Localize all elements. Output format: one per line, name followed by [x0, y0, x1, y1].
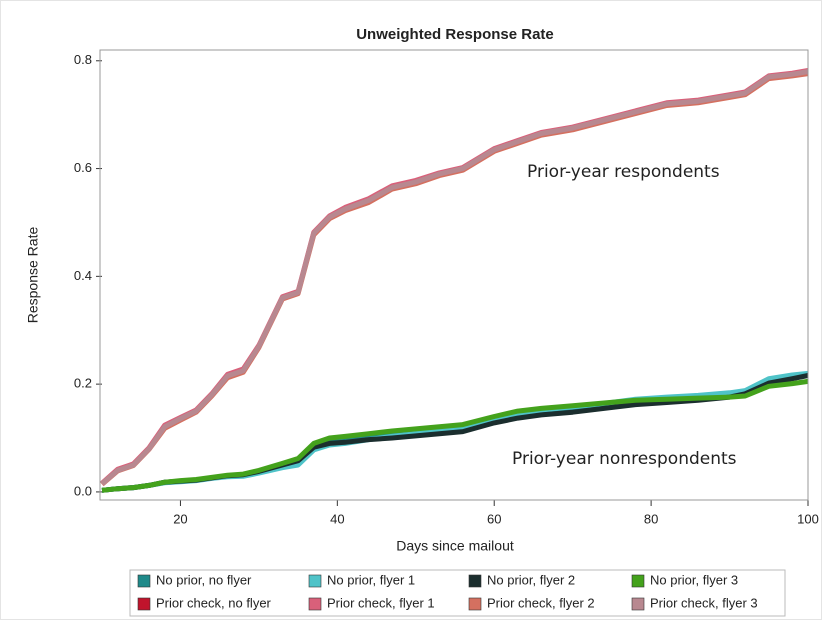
x-tick-label: 20: [173, 511, 187, 526]
series-line: [101, 378, 809, 493]
legend-swatch: [137, 597, 151, 611]
legend-label: Prior check, flyer 3: [650, 595, 758, 610]
x-tick-label: 60: [487, 511, 501, 526]
y-tick-label: 0.2: [74, 376, 92, 391]
x-tick-label: 100: [797, 511, 819, 526]
legend-swatch: [137, 574, 151, 588]
y-tick-label: 0.8: [74, 52, 92, 67]
legend-label: Prior check, flyer 2: [487, 595, 595, 610]
legend-swatch: [631, 597, 645, 611]
plot-frame: [99, 49, 809, 501]
y-tick-label: 0.4: [74, 268, 92, 283]
legend-label: Prior check, no flyer: [156, 595, 272, 610]
legend-label: Prior check, flyer 1: [327, 595, 435, 610]
y-tick-label: 0.0: [74, 483, 92, 498]
legend-label: No prior, flyer 1: [327, 572, 415, 587]
x-tick-label: 40: [330, 511, 344, 526]
legend-swatch: [631, 574, 645, 588]
series-line: [100, 69, 809, 486]
legend-swatch: [468, 597, 482, 611]
legend-swatch: [308, 574, 322, 588]
legend-label: No prior, no flyer: [156, 572, 252, 587]
legend-label: No prior, flyer 2: [487, 572, 575, 587]
y-axis-label: Response Rate: [25, 227, 41, 324]
x-tick-label: 80: [644, 511, 658, 526]
legend-label: No prior, flyer 3: [650, 572, 738, 587]
annotation: Prior-year respondents: [527, 162, 720, 182]
legend-box: [129, 569, 786, 617]
chart-title: Unweighted Response Rate: [356, 26, 554, 43]
legend-swatch: [308, 597, 322, 611]
x-axis-label: Days since mailout: [396, 538, 514, 554]
legend-swatch: [468, 574, 482, 588]
annotation: Prior-year nonrespondents: [512, 449, 737, 469]
y-tick-label: 0.6: [74, 160, 92, 175]
